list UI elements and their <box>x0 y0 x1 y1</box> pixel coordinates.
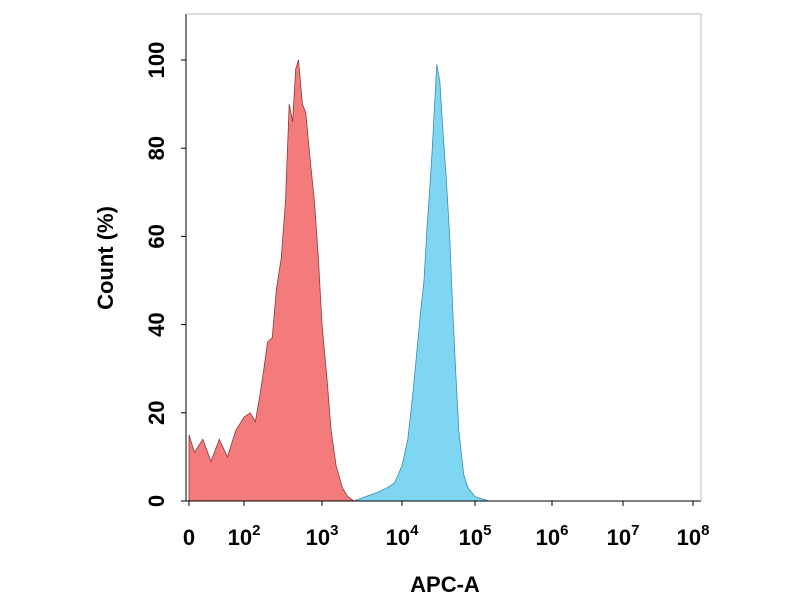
y-tick-label: 40 <box>144 312 169 336</box>
y-tick-label: 100 <box>144 42 169 79</box>
x-tick-labels: 0 102 103 104 105 106 107 108 <box>183 501 710 550</box>
y-tick-label: 20 <box>144 401 169 425</box>
y-axis-title: Count (%) <box>93 206 118 310</box>
y-tick-labels: 0 20 40 60 80 100 <box>144 42 186 507</box>
x-tick-label: 105 <box>459 522 492 550</box>
x-tick-label: 107 <box>607 522 640 550</box>
x-tick-label: 104 <box>386 522 419 550</box>
histogram-series-1 <box>188 59 361 502</box>
x-tick-label: 103 <box>306 522 339 550</box>
y-tick-label: 80 <box>144 136 169 160</box>
x-tick-label: 106 <box>536 522 569 550</box>
x-tick-label: 108 <box>677 522 710 550</box>
x-tick-label: 102 <box>228 522 261 550</box>
histogram-series-2 <box>353 64 489 502</box>
x-axis-title: APC-A <box>410 572 480 597</box>
x-tick-label: 0 <box>183 525 195 550</box>
y-tick-label: 0 <box>144 495 169 507</box>
axes-layer <box>185 13 702 502</box>
y-tick-label: 60 <box>144 224 169 248</box>
series-layer <box>188 59 489 502</box>
